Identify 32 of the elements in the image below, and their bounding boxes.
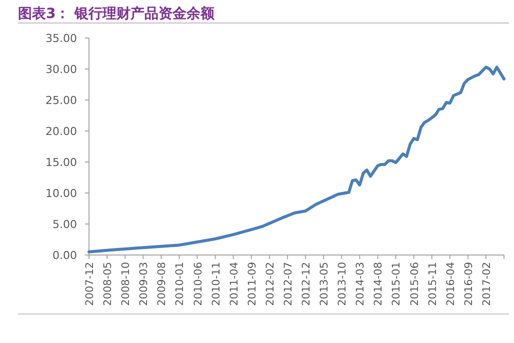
x-tick-label: 2012-07 — [282, 262, 294, 306]
x-tick-label: 2013-05 — [318, 262, 331, 306]
x-tick-label: 2010-01 — [174, 262, 186, 306]
y-tick-label: 30.00 — [46, 63, 77, 76]
y-tick-label: 0.00 — [52, 249, 77, 262]
x-tick-label: 2016-04 — [444, 262, 457, 306]
x-tick-label: 2016-09 — [462, 262, 475, 306]
x-tick-label: 2013-10 — [336, 262, 349, 306]
y-tick-label: 15.00 — [46, 156, 77, 169]
y-tick-label: 35.00 — [46, 32, 77, 45]
y-tick-label: 20.00 — [46, 125, 77, 138]
x-tick-label: 2012-02 — [264, 262, 276, 306]
y-tick-label: 5.00 — [52, 218, 77, 231]
x-tick-label: 2015-01 — [390, 262, 403, 306]
x-tick-label: 2015-06 — [408, 262, 421, 306]
x-tick-label: 2011-04 — [228, 262, 240, 306]
x-tick-label: 2008-10 — [120, 262, 132, 306]
x-tick-label: 2017-02 — [480, 262, 493, 306]
x-tick-label: 2010-06 — [192, 262, 204, 306]
y-tick-label: 10.00 — [46, 187, 77, 200]
x-tick-label: 2007-12 — [84, 262, 96, 306]
x-tick-label: 2010-11 — [210, 262, 222, 306]
x-tick-label: 2012-12 — [300, 262, 313, 306]
x-tick-label: 2009-08 — [156, 262, 168, 306]
x-tick-label: 2015-11 — [426, 262, 439, 306]
y-tick-label: 25.00 — [46, 94, 77, 107]
x-tick-label: 2009-03 — [138, 262, 150, 306]
x-tick-label: 2011-09 — [246, 262, 258, 306]
x-tick-label: 2008-05 — [102, 262, 114, 306]
title: 图表3： 银行理财产品资金余额 — [18, 6, 215, 22]
x-tick-label: 2014-08 — [372, 262, 385, 306]
x-tick-label: 2014-03 — [354, 262, 367, 306]
